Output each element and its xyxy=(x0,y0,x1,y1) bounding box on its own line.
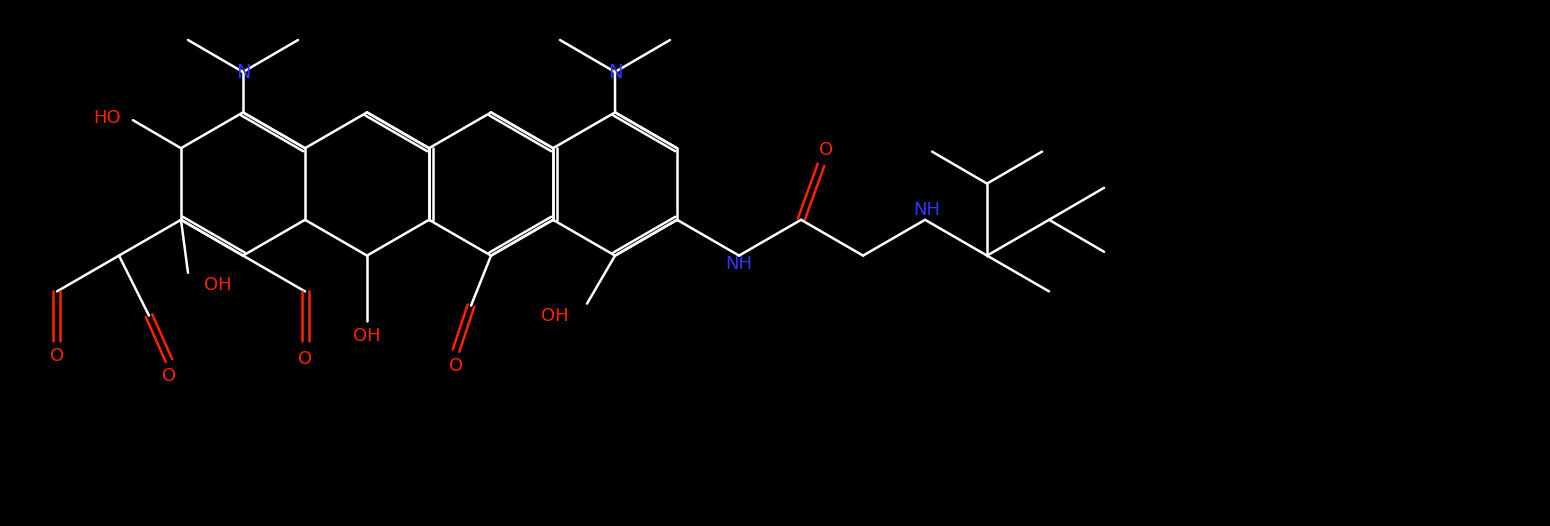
Text: OH: OH xyxy=(205,276,231,294)
Text: NH: NH xyxy=(913,201,941,219)
Text: N: N xyxy=(236,63,250,82)
Text: NH: NH xyxy=(725,255,753,272)
Text: HO: HO xyxy=(93,109,121,127)
Text: O: O xyxy=(161,367,177,385)
Text: O: O xyxy=(818,141,832,159)
Text: O: O xyxy=(298,350,312,368)
Text: N: N xyxy=(608,63,622,82)
Text: OH: OH xyxy=(541,307,569,325)
Text: OH: OH xyxy=(353,327,381,345)
Text: O: O xyxy=(50,347,64,366)
Text: O: O xyxy=(449,357,463,375)
